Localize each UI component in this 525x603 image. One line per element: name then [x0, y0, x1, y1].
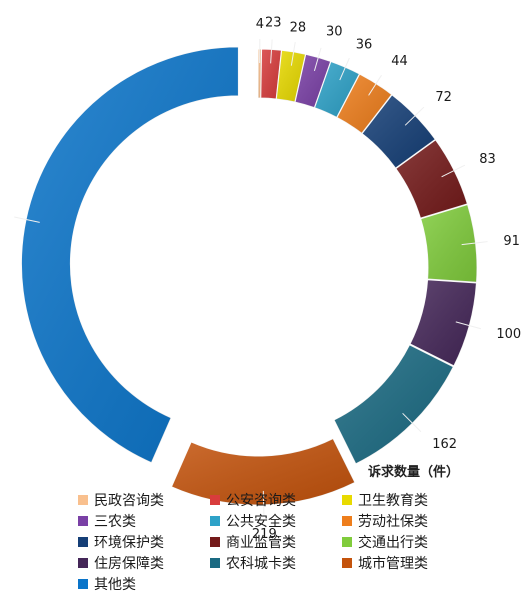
value-label-7: 72	[435, 90, 452, 105]
legend-item-5: 公共安全类	[210, 512, 340, 530]
leader-line-5	[339, 57, 350, 81]
series-title: 诉求数量（件）	[368, 464, 459, 480]
value-labels: 42328303644728391100162219685	[14, 15, 521, 542]
value-label-10: 100	[496, 327, 521, 342]
slice-shade-10	[410, 279, 477, 366]
legend-item-11: 农科城卡类	[210, 554, 340, 572]
slice-shade-12	[171, 438, 355, 505]
leader-line-7	[404, 106, 425, 126]
legend-swatch	[342, 495, 352, 505]
legend-swatch	[342, 537, 352, 547]
legend-label: 公共安全类	[226, 514, 296, 530]
slice-shade-6	[336, 74, 392, 134]
leader-line-9	[461, 241, 488, 246]
value-label-1: 4	[256, 17, 264, 32]
legend-item-4: 三农类	[78, 512, 208, 530]
legend-item-7: 环境保护类	[78, 533, 208, 551]
legend-item-12: 城市管理类	[342, 554, 472, 572]
slice-shade-2	[260, 49, 282, 99]
leader-line-10	[455, 321, 482, 330]
legend-item-1: 民政咨询类	[78, 491, 208, 509]
legend-item-9: 交通出行类	[342, 533, 472, 551]
slice-shade-3	[276, 50, 306, 103]
legend-label: 三农类	[94, 514, 136, 530]
legend-item-2: 公安咨询类	[210, 491, 340, 509]
value-label-4: 30	[326, 25, 343, 40]
slice-shade-7	[362, 94, 436, 169]
legend-label: 城市管理类	[358, 556, 428, 572]
leader-line-8	[441, 164, 466, 178]
legend-label: 劳动社保类	[358, 514, 428, 530]
slice-shade-4	[295, 54, 331, 108]
legend-swatch	[210, 558, 220, 568]
value-label-6: 44	[391, 54, 408, 69]
value-label-11: 162	[432, 437, 457, 452]
legend-swatch	[78, 537, 88, 547]
legend-label: 公安咨询类	[226, 493, 296, 509]
legend: 民政咨询类 公安咨询类 卫生教育类三农类 公共安全类 劳动社保类环境保护类 商业监管类 交通…	[78, 491, 498, 593]
legend-swatch	[78, 579, 88, 589]
legend-item-3: 卫生教育类	[342, 491, 472, 509]
legend-item-13: 其他类	[78, 575, 208, 593]
legend-swatch	[210, 516, 220, 526]
legend-label: 交通出行类	[358, 535, 428, 551]
legend-item-8: 商业监管类	[210, 533, 340, 551]
legend-swatch	[210, 537, 220, 547]
leader-line-3	[290, 41, 296, 66]
leader-line-4	[313, 47, 322, 72]
slice-shade-11	[334, 344, 454, 464]
legend-item-6: 劳动社保类	[342, 512, 472, 530]
slice-shade-8	[395, 139, 468, 219]
value-label-8: 83	[479, 152, 496, 167]
leader-line-12	[262, 490, 265, 517]
legend-swatch	[210, 495, 220, 505]
value-label-3: 28	[290, 20, 307, 35]
legend-label: 住房保障类	[94, 556, 164, 572]
slice-shade-9	[420, 204, 477, 283]
donut-slices	[20, 46, 478, 506]
value-label-5: 36	[356, 37, 373, 52]
value-label-12: 219	[252, 527, 277, 542]
slice-shade-5	[314, 61, 360, 118]
value-label-2: 23	[265, 15, 282, 30]
leader-line-11	[402, 412, 422, 433]
legend-label: 卫生教育类	[358, 493, 428, 509]
legend-label: 环境保护类	[94, 535, 164, 551]
legend-swatch	[78, 516, 88, 526]
legend-swatch	[78, 558, 88, 568]
legend-swatch	[342, 516, 352, 526]
legend-swatch	[78, 495, 88, 505]
legend-label: 其他类	[94, 577, 136, 593]
legend-item-10: 住房保障类	[78, 554, 208, 572]
legend-label: 商业监管类	[226, 535, 296, 551]
leader-line-13	[14, 216, 40, 223]
legend-label: 农科城卡类	[226, 556, 296, 572]
slice-shade-13	[21, 46, 239, 463]
value-label-9: 91	[503, 234, 520, 249]
legend-swatch	[342, 558, 352, 568]
leader-line-2	[270, 39, 273, 64]
leader-line-6	[368, 74, 382, 96]
legend-label: 民政咨询类	[94, 493, 164, 509]
